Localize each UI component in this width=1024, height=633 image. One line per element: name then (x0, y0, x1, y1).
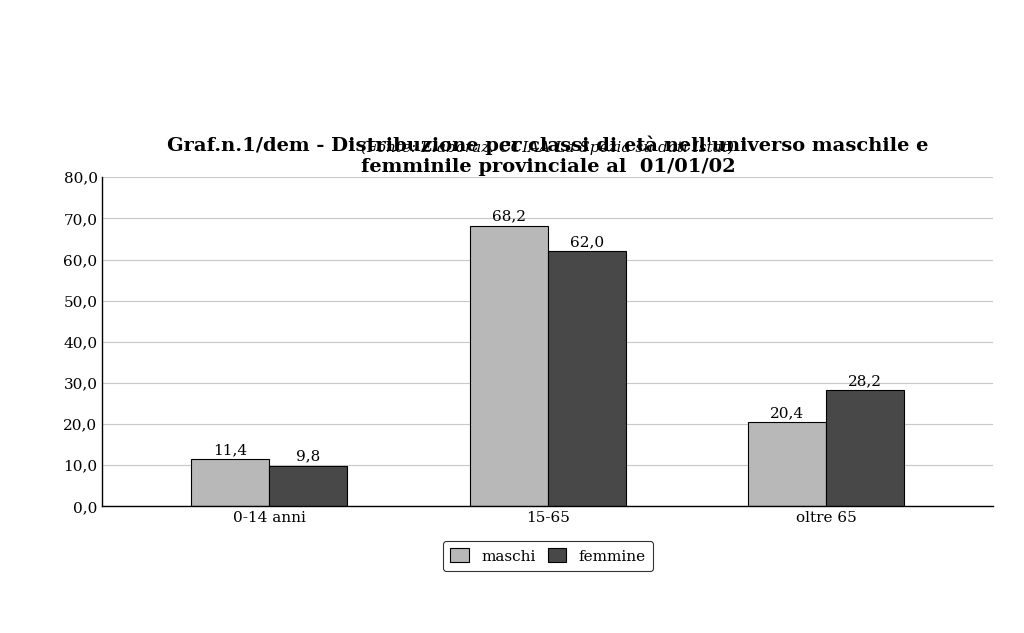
Bar (470, 226, 548, 506)
Text: 20,4: 20,4 (770, 406, 804, 420)
Bar (191, 460, 269, 506)
Text: 62,0: 62,0 (569, 235, 604, 249)
Legend: maschi, femmine: maschi, femmine (442, 541, 653, 571)
Bar (826, 391, 904, 506)
Text: 68,2: 68,2 (492, 210, 526, 223)
Text: (Fonte: Elaboraz. CCIAA La Spezia su dati Istat): (Fonte: Elaboraz. CCIAA La Spezia su dat… (361, 141, 734, 155)
Text: 9,8: 9,8 (296, 449, 321, 463)
Text: 11,4: 11,4 (213, 443, 248, 457)
Title: Graf.n.1/dem - Distribuzione per classi di età nell'universo maschile e
femminil: Graf.n.1/dem - Distribuzione per classi … (167, 135, 929, 176)
Bar (548, 251, 626, 506)
Text: 28,2: 28,2 (848, 374, 883, 388)
Bar (749, 422, 826, 506)
Bar (269, 466, 347, 506)
